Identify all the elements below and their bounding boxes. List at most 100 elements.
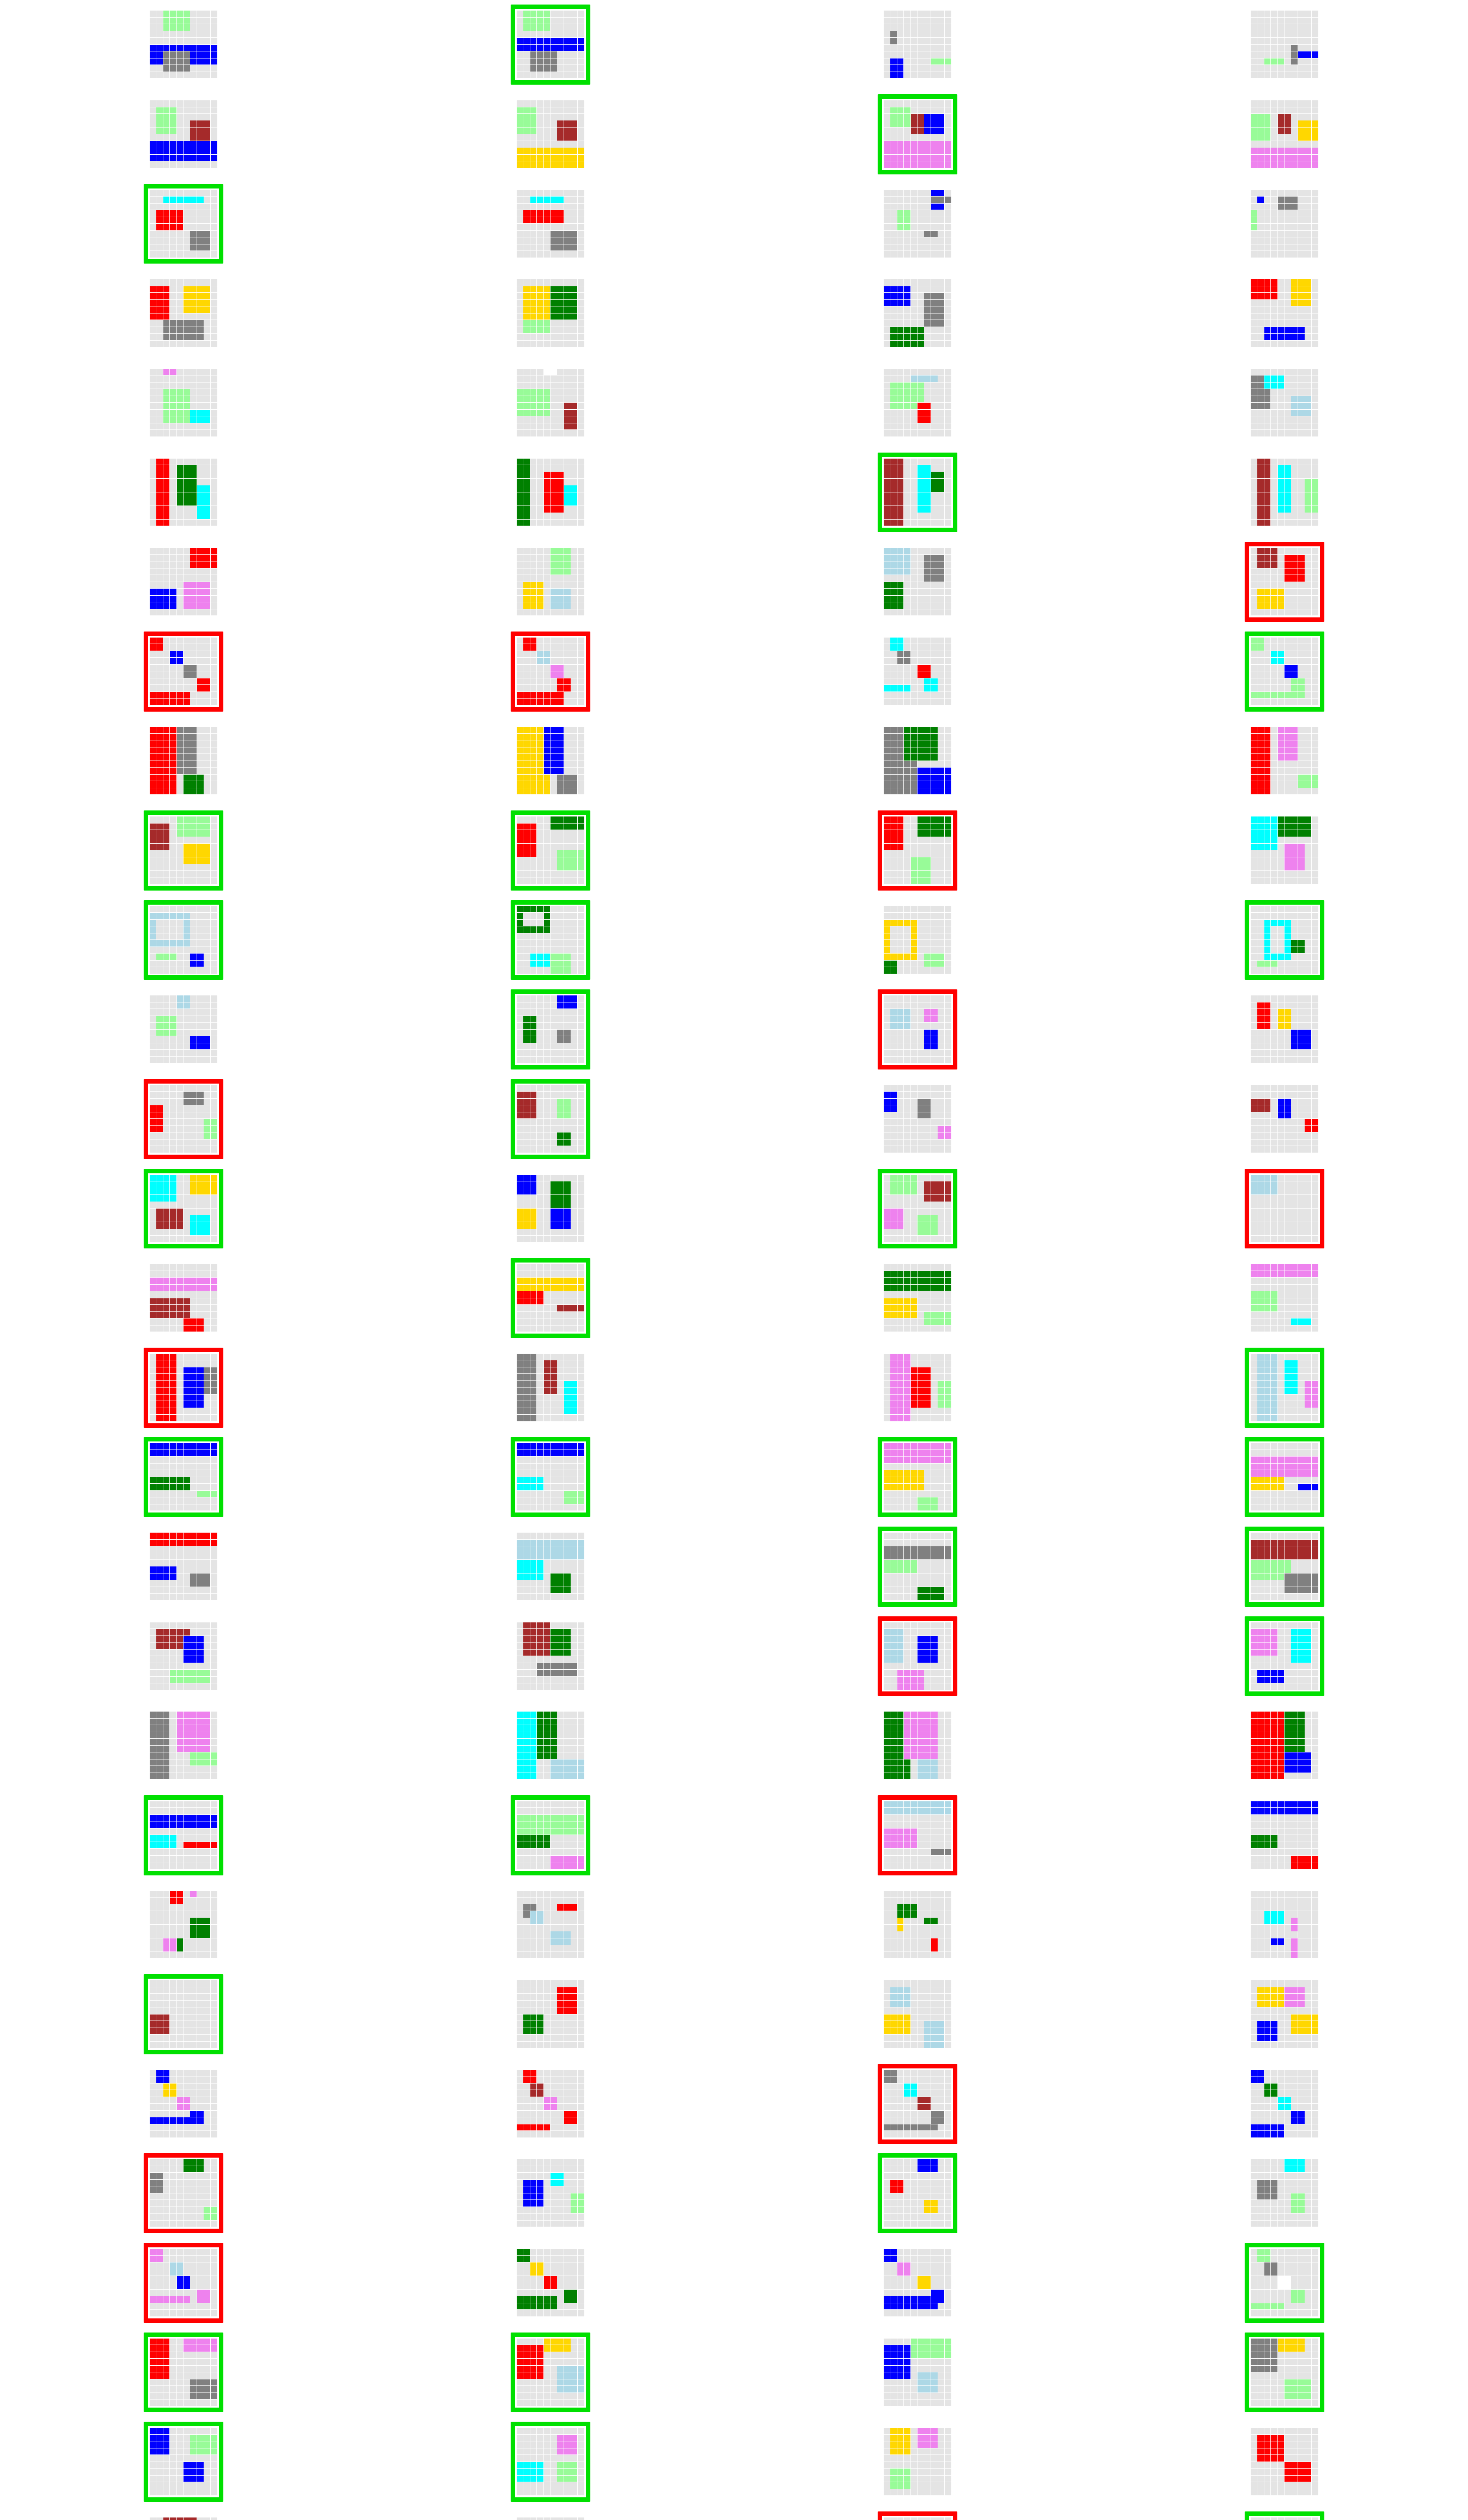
puzzle-panel[interactable] [883, 548, 952, 616]
puzzle-panel[interactable] [516, 727, 585, 795]
puzzle-panel[interactable] [149, 458, 218, 527]
pixel-cell-empty [1298, 313, 1305, 320]
pixel-cell-empty [210, 416, 217, 423]
pixel-cell-red [170, 761, 176, 768]
puzzle-panel[interactable] [1250, 727, 1319, 795]
puzzle-panel[interactable] [883, 637, 952, 706]
puzzle-panel-highlighted-green[interactable] [143, 900, 224, 980]
pixel-cell-empty [1284, 368, 1291, 375]
puzzle-panel[interactable] [883, 727, 952, 795]
pixel-cell-empty [210, 637, 217, 644]
puzzle-panel-highlighted-green[interactable] [1244, 631, 1325, 712]
pixel-cell-cyan [1277, 651, 1284, 658]
puzzle-panel[interactable] [516, 100, 585, 168]
puzzle-panel[interactable] [1250, 458, 1319, 527]
puzzle-panel[interactable] [1250, 190, 1319, 258]
pixel-cell-empty [1264, 224, 1271, 230]
puzzle-panel-highlighted-green[interactable] [877, 452, 958, 533]
puzzle-panel[interactable] [516, 190, 585, 258]
puzzle-panel-highlighted-green[interactable] [510, 5, 591, 85]
puzzle-panel-highlighted-red[interactable] [1244, 542, 1325, 622]
puzzle-panel[interactable] [883, 906, 952, 974]
puzzle-panel[interactable] [516, 368, 585, 437]
pixel-cell-empty [190, 17, 197, 24]
puzzle-panel-highlighted-green[interactable] [877, 94, 958, 174]
puzzle-panel[interactable] [149, 995, 218, 1063]
pixel-cell-red [197, 561, 204, 568]
puzzle-panel-highlighted-green[interactable] [510, 900, 591, 980]
puzzle-panel[interactable] [883, 368, 952, 437]
pixel-cell-empty [1271, 664, 1277, 671]
pixel-cell-empty [910, 203, 918, 210]
pixel-cell-empty [931, 699, 938, 705]
pixel-cell-empty [1264, 568, 1271, 575]
pixel-cell-green [523, 478, 530, 485]
pixel-grid-row [1250, 816, 1319, 823]
pixel-cell-yellow [537, 747, 543, 754]
pixel-grid-row [149, 926, 218, 933]
pixel-cell-empty [890, 44, 897, 51]
pixel-cell-gray [890, 38, 897, 44]
pixel-grid-row [149, 754, 218, 761]
pixel-cell-gray [924, 561, 931, 568]
pixel-grid-row [149, 554, 218, 561]
puzzle-panel[interactable] [1250, 11, 1319, 79]
pixel-cell-cyan [197, 506, 204, 513]
puzzle-panel[interactable] [149, 100, 218, 168]
pixel-cell-empty [1264, 699, 1271, 705]
pixel-grid-row [1250, 340, 1319, 347]
puzzle-panel[interactable] [149, 368, 218, 437]
pixel-cell-empty [1305, 513, 1312, 519]
pixel-cell-empty [197, 24, 204, 31]
pixel-cell-light-green [190, 830, 197, 837]
pixel-cell-empty [543, 602, 550, 609]
puzzle-panel-highlighted-green[interactable] [143, 810, 224, 891]
pixel-cell-empty [564, 58, 571, 65]
puzzle-panel[interactable] [883, 279, 952, 347]
pixel-cell-empty [1305, 609, 1312, 616]
puzzle-panel[interactable] [149, 11, 218, 79]
pixel-cell-empty [1284, 11, 1291, 17]
pixel-cell-brown [571, 403, 578, 409]
pixel-cell-yellow [523, 595, 530, 602]
pixel-cell-yellow [1291, 293, 1298, 299]
puzzle-panel-highlighted-red[interactable] [510, 631, 591, 712]
pixel-cell-empty [149, 423, 156, 430]
puzzle-panel[interactable] [1250, 100, 1319, 168]
puzzle-panel-highlighted-green[interactable] [1244, 900, 1325, 980]
pixel-cell-empty [910, 823, 918, 830]
pixel-cell-empty [170, 685, 176, 691]
pixel-cell-empty [530, 548, 537, 554]
puzzle-panel-highlighted-green[interactable] [510, 810, 591, 891]
pixel-cell-empty [176, 203, 184, 210]
pixel-cell-empty [577, 409, 584, 416]
puzzle-panel[interactable] [516, 279, 585, 347]
pixel-cell-red [170, 699, 176, 705]
puzzle-panel-highlighted-red[interactable] [143, 631, 224, 712]
puzzle-panel[interactable] [516, 458, 585, 527]
puzzle-panel-highlighted-red[interactable] [877, 810, 958, 891]
puzzle-panel[interactable] [1250, 279, 1319, 347]
pixel-cell-yellow [883, 933, 890, 940]
pixel-cell-empty [1277, 279, 1284, 286]
pixel-cell-empty [210, 947, 217, 954]
puzzle-panel[interactable] [149, 279, 218, 347]
pixel-grid-row [149, 65, 218, 72]
puzzle-panel[interactable] [149, 727, 218, 795]
pixel-cell-green [931, 733, 938, 740]
pixel-cell-yellow [197, 843, 204, 850]
puzzle-panel[interactable] [516, 548, 585, 616]
puzzle-panel[interactable] [1250, 368, 1319, 437]
puzzle-panel-highlighted-green[interactable] [143, 183, 224, 264]
puzzle-panel[interactable] [1250, 816, 1319, 885]
pixel-cell-empty [890, 11, 897, 17]
pixel-grid-row [883, 107, 952, 114]
pixel-grid-row [149, 161, 218, 168]
pixel-cell-empty [210, 1002, 217, 1009]
pixel-cell-red [197, 554, 204, 561]
pixel-cell-red [156, 306, 163, 313]
puzzle-panel[interactable] [883, 190, 952, 258]
puzzle-panel[interactable] [883, 11, 952, 79]
puzzle-panel[interactable] [149, 548, 218, 616]
pixel-cell-empty [944, 313, 951, 320]
